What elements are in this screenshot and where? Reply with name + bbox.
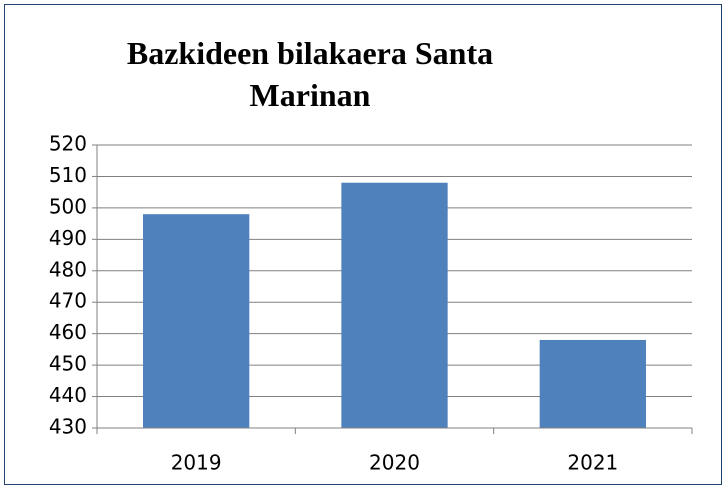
y-tick-label: 510 [49,163,87,187]
x-tick-label: 2021 [567,451,618,475]
bar [143,214,250,428]
bar [539,339,646,428]
y-tick-label: 440 [49,383,87,407]
y-tick-label: 450 [49,352,87,376]
y-tick-label: 470 [49,289,87,313]
y-tick-label: 500 [49,194,87,218]
x-tick-label: 2020 [369,451,420,475]
chart-title: Bazkideen bilakaera Santa Marinan [126,35,494,113]
y-tick-label: 520 [49,132,87,156]
y-tick-label: 480 [49,257,87,281]
bar [341,182,448,428]
y-tick-label: 460 [49,320,87,344]
y-tick-label: 490 [49,226,87,250]
frame-border [4,4,722,485]
x-tick-label: 2019 [171,451,222,475]
y-tick-label: 430 [49,415,87,439]
